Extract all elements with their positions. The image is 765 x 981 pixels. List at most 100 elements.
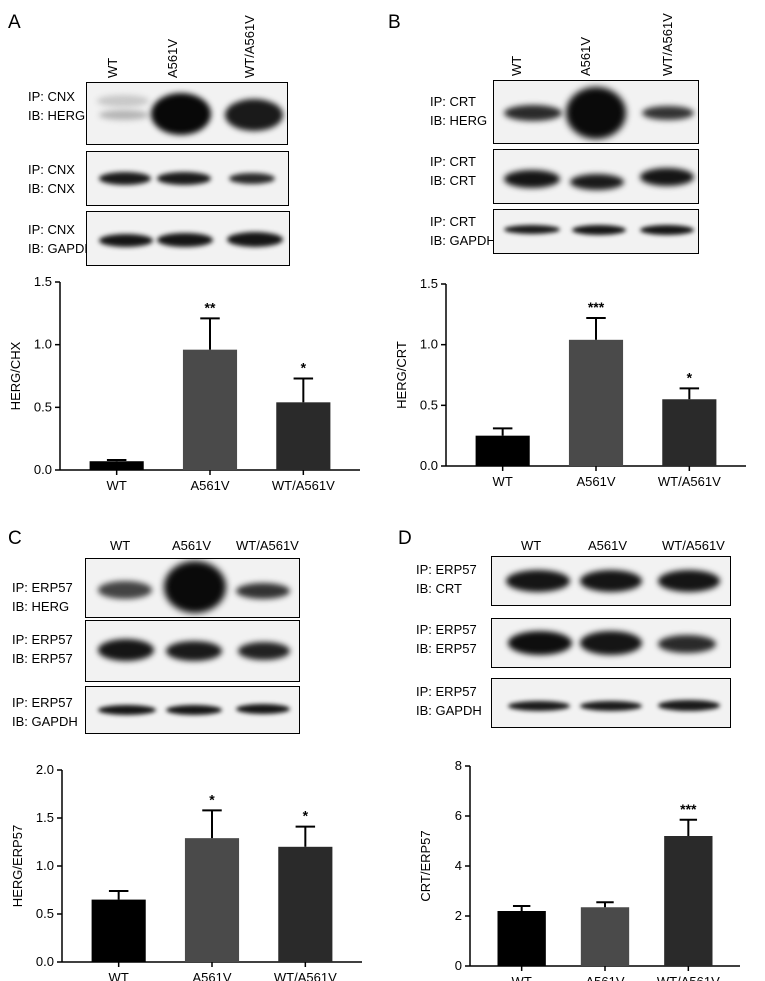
ip-label: IP: ERP57 [12,695,73,710]
significance-marker: *** [588,299,605,315]
ip-label: IP: ERP57 [416,622,477,637]
y-tick-label: 0.5 [36,906,54,921]
western-blot-cnx [86,151,289,206]
significance-marker: ** [205,299,216,315]
ib-label: IB: GAPDH [430,233,496,248]
x-tick-label: WT [493,474,513,489]
y-axis-label: HERG/CHX [8,341,23,410]
y-axis-label: CRT/ERP57 [418,830,433,901]
bar [497,911,546,966]
lane-label: WT [110,538,131,553]
blot-label: IP: ERP57 IB: GAPDH [12,693,78,731]
western-blot-erp57 [85,620,300,682]
blot-label: IP: CNX IB: HERG [28,87,85,125]
western-blot-herg [85,558,300,618]
panel-b: B WT A561V WT/A561V IP: CRT IB: HERG IP:… [382,0,765,490]
bar-chart: 0.0 0.5 1.0 1.5 HERG/CHX WT ** A561V * WT/A561V [8,274,360,493]
y-axis-label: HERG/ERP57 [10,825,25,907]
significance-marker: * [301,360,307,376]
blot-label: IP: ERP57 IB: ERP57 [12,630,73,668]
y-tick-label: 0.0 [36,954,54,969]
ip-label: IP: CRT [430,214,476,229]
bar [184,838,240,962]
ib-label: IB: CRT [430,173,476,188]
y-tick-label: 6 [455,808,462,823]
bar-chart: 0.0 0.5 1.0 1.5 HERG/CRT WT *** A561V * WT/A561V [394,276,746,489]
ip-label: IP: CRT [430,154,476,169]
x-tick-label: A561V [585,974,624,981]
ib-label: IB: GAPDH [28,241,94,256]
lane-label: WT [521,538,542,553]
panel-a: A WT A561V WT/A561V IP: CNX IB: HERG IP:… [0,0,382,493]
western-blot-erp57 [491,618,731,668]
panel-letter: B [388,12,401,33]
y-tick-label: 0.0 [34,462,52,477]
bar [276,402,331,470]
ip-label: IP: ERP57 [416,562,477,577]
bar [568,339,624,466]
y-tick-label: 1.0 [36,858,54,873]
panel-d: D WT A561V WT/A561V IP: ERP57 IB: CRT IP… [382,490,765,981]
ib-label: IB: ERP57 [12,651,73,666]
significance-marker: *** [680,801,697,817]
western-blot-crt [491,556,731,606]
y-tick-label: 1.5 [36,810,54,825]
ib-label: IB: CRT [416,581,462,596]
bar-chart: 0.0 0.5 1.0 1.5 2.0 HERG/ERP57 WT * A561V * WT/A56… [10,762,362,981]
y-tick-label: 4 [455,858,462,873]
western-blot-gapdh [493,209,699,254]
x-tick-label: WT [512,974,532,981]
x-tick-label: WT/A561V [657,974,720,981]
western-blot-gapdh [85,686,300,734]
ip-label: IP: CNX [28,89,75,104]
lane-label: WT/A561V [236,538,299,553]
significance-marker: * [209,791,215,807]
bar [580,907,630,966]
blot-label: IP: CRT IB: CRT [430,152,476,190]
ib-label: IB: HERG [28,108,86,123]
significance-marker: * [303,808,309,824]
x-tick-label: WT [107,478,127,493]
blot-label: IP: ERP57 IB: ERP57 [416,620,477,658]
ip-label: IP: CRT [430,94,476,109]
bar [664,836,713,966]
panel-letter: A [8,12,21,33]
y-tick-label: 0.5 [34,399,52,414]
blot-label: IP: CNX IB: CNX [28,160,75,198]
ib-label: IB: HERG [430,113,488,128]
bar [182,349,238,470]
y-tick-label: 1.5 [34,274,52,289]
y-axis-label: HERG/CRT [394,341,409,409]
ib-label: IB: HERG [12,599,70,614]
panel-letter: C [8,528,22,549]
panel-letter: D [398,528,412,549]
lane-label: A561V [588,538,628,553]
x-tick-label: WT/A561V [274,970,337,981]
western-blot-crt [493,149,699,204]
western-blot-herg [493,80,699,144]
x-tick-label: A561V [192,970,231,981]
y-tick-label: 1.0 [420,337,438,352]
panel-c: C WT A561V WT/A561V IP: ERP57 IB: HERG I… [0,490,382,981]
ip-label: IP: ERP57 [12,632,73,647]
lane-label: WT/A561V [662,538,725,553]
bar [91,899,146,962]
x-tick-label: A561V [190,478,229,493]
y-tick-label: 0 [455,958,462,973]
blot-label: IP: CNX IB: GAPDH [28,220,94,258]
x-tick-label: WT [109,970,129,981]
ib-label: IB: CNX [28,181,75,196]
bar-chart: 0 2 4 6 8 CRT/ERP57 WT A561V *** WT/A561V [418,758,740,981]
western-blot-herg [86,82,288,145]
y-tick-label: 8 [455,758,462,773]
bar [89,461,144,470]
ip-label: IP: CNX [28,222,75,237]
x-tick-label: A561V [576,474,615,489]
bar [475,435,530,466]
bar [278,846,333,962]
y-tick-label: 0.5 [420,397,438,412]
western-blot-gapdh [86,211,290,266]
lane-label: A561V [172,538,212,553]
x-tick-label: WT/A561V [658,474,721,489]
ip-label: IP: CNX [28,162,75,177]
